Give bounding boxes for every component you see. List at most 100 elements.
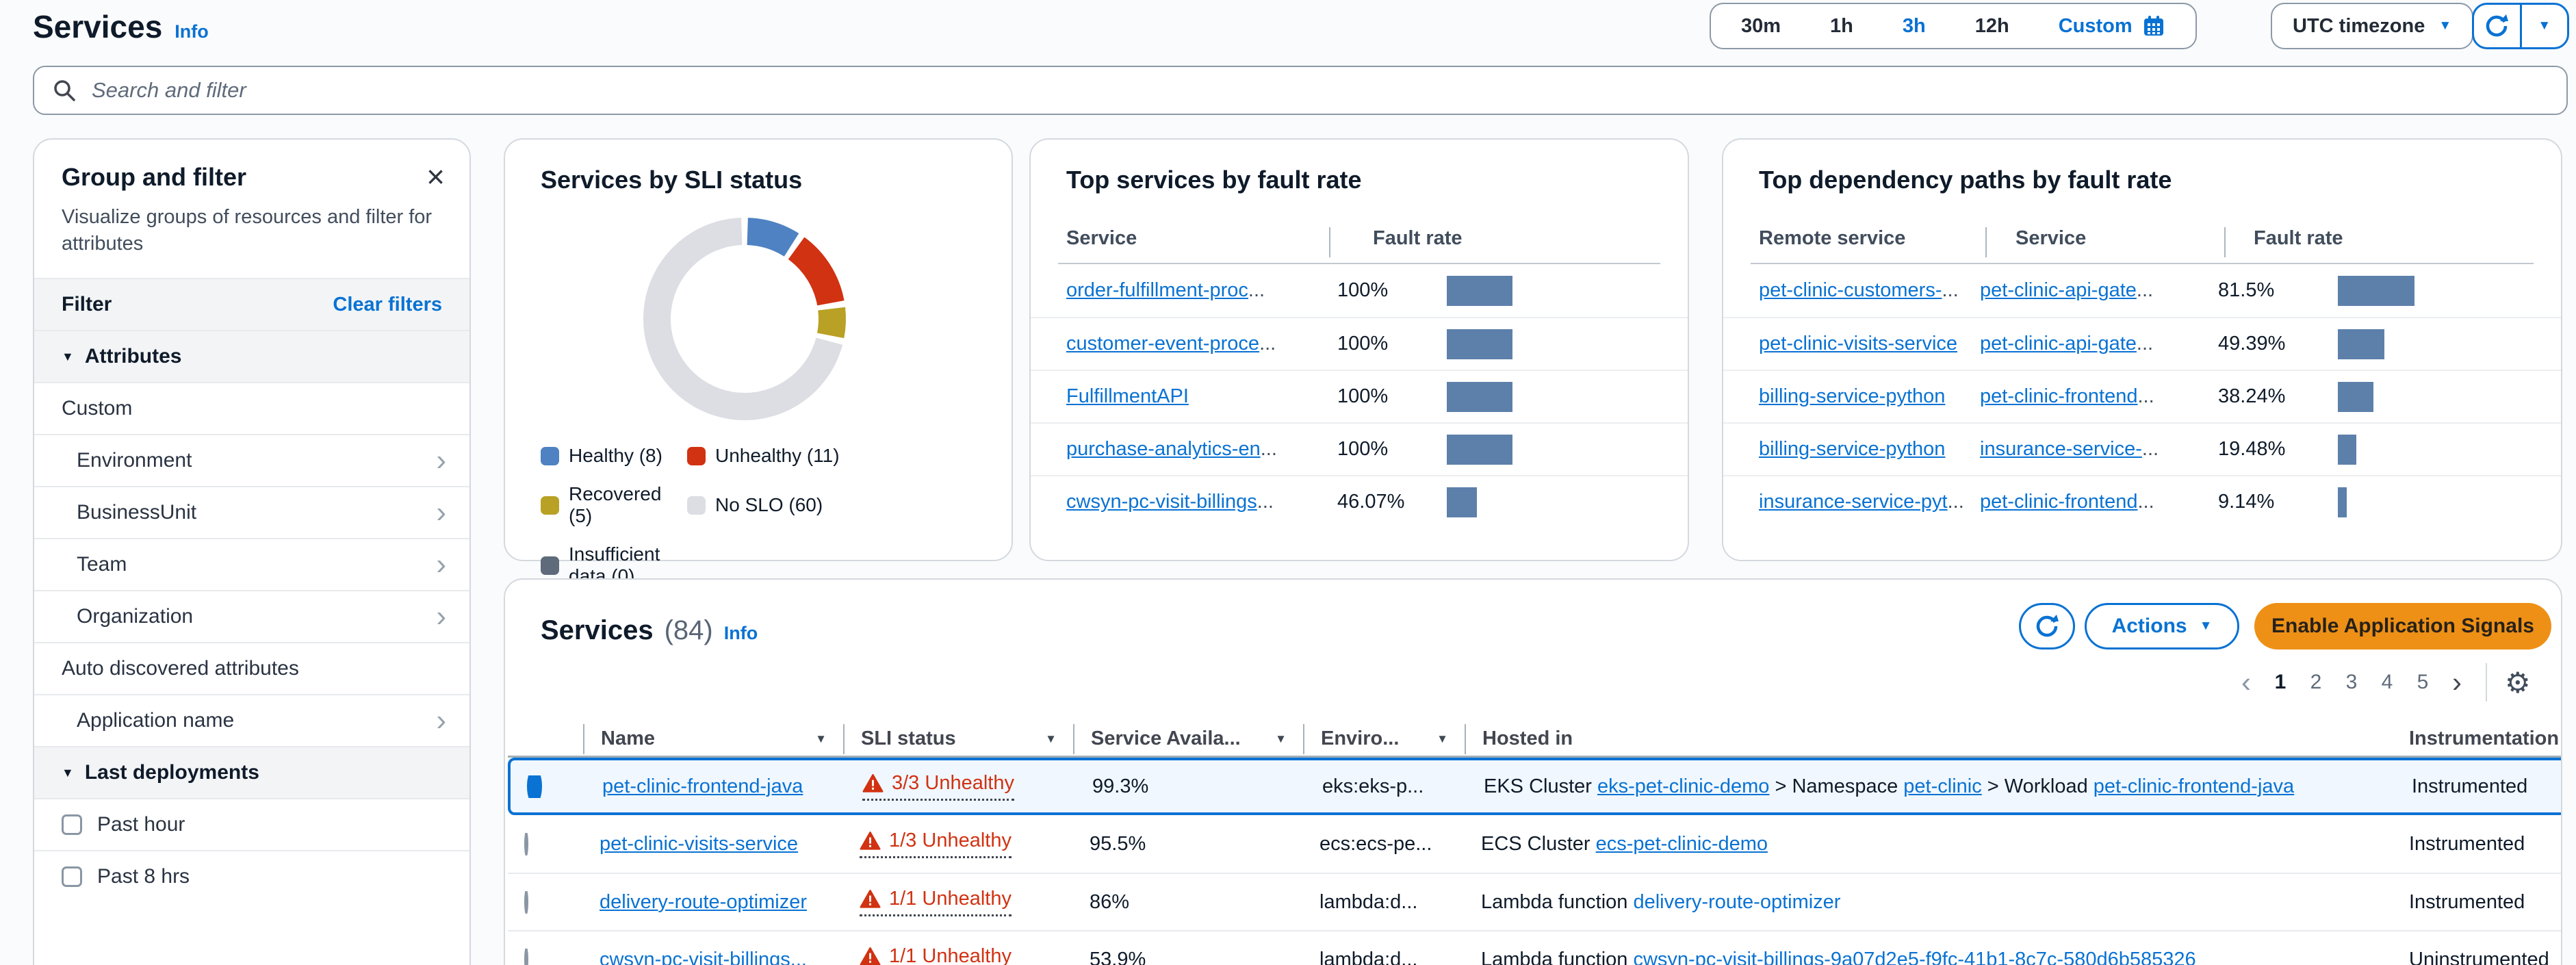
time-range-12h[interactable]: 12h bbox=[1974, 14, 2009, 37]
page-number-5[interactable]: 5 bbox=[2417, 671, 2429, 693]
donut-segment-healthy[interactable] bbox=[746, 218, 799, 257]
truncation-ellipsis: ... bbox=[1260, 438, 1277, 460]
service-link[interactable]: pet-clinic-api-gate bbox=[1980, 279, 2137, 301]
table-row[interactable]: delivery-route-optimizer 1/1 Unhealthy 86%… bbox=[508, 873, 2561, 930]
service-name-link[interactable]: pet-clinic-visits-service bbox=[600, 832, 799, 855]
remote-service-link[interactable]: insurance-service-pyt bbox=[1759, 491, 1948, 513]
service-link[interactable]: cwsyn-pc-visit-billings bbox=[1066, 491, 1257, 513]
page-number-4[interactable]: 4 bbox=[2381, 671, 2393, 693]
close-icon[interactable]: × bbox=[426, 159, 445, 194]
hosted-in-link[interactable]: ecs-pet-clinic-demo bbox=[1595, 832, 1768, 855]
clear-filters-link[interactable]: Clear filters bbox=[333, 293, 442, 316]
sidebar-item-businessunit[interactable]: BusinessUnit › bbox=[34, 486, 469, 538]
next-page-icon[interactable]: › bbox=[2452, 666, 2462, 698]
settings-gear-icon[interactable]: ⚙ bbox=[2505, 666, 2531, 699]
refresh-button[interactable] bbox=[2474, 5, 2520, 47]
row-radio-button[interactable] bbox=[524, 890, 528, 914]
donut-segment-recovered[interactable] bbox=[816, 307, 846, 339]
sli-status-badge[interactable]: 1/3 Unhealthy bbox=[860, 829, 1012, 858]
sidebar-section-attributes[interactable]: ▼ Attributes bbox=[34, 330, 469, 383]
page-number-2[interactable]: 2 bbox=[2310, 671, 2322, 693]
service-link[interactable]: pet-clinic-frontend bbox=[1980, 385, 2138, 407]
table-row[interactable]: cwsyn-pc-visit-billings... 1/1 Unhealthy 5… bbox=[508, 930, 2561, 965]
time-range-1h[interactable]: 1h bbox=[1830, 14, 1853, 37]
refresh-options-button[interactable]: ▼ bbox=[2519, 5, 2568, 47]
service-link[interactable]: purchase-analytics-en bbox=[1066, 438, 1261, 460]
table-row: cwsyn-pc-visit-billings... 46.07% bbox=[1031, 475, 1688, 528]
hosted-in-link[interactable]: eks-pet-clinic-demo bbox=[1597, 775, 1770, 797]
column-filter-icon[interactable]: ▼ bbox=[1045, 732, 1057, 745]
checkbox[interactable] bbox=[62, 866, 82, 888]
sli-status-badge[interactable]: 1/1 Unhealthy bbox=[860, 888, 1012, 916]
actions-button[interactable]: Actions ▼ bbox=[2085, 603, 2239, 649]
checkbox[interactable] bbox=[62, 814, 82, 836]
table-row: billing-service-python insurance-service-… bbox=[1723, 422, 2561, 475]
remote-service-link[interactable]: pet-clinic-customers- bbox=[1759, 279, 1942, 301]
page-info-link[interactable]: Info bbox=[175, 21, 209, 42]
donut-segment-no-slo[interactable] bbox=[643, 218, 843, 420]
sli-donut-chart[interactable] bbox=[505, 198, 1014, 442]
sidebar-checkbox-row-past-8-hrs[interactable]: Past 8 hrs bbox=[34, 850, 469, 902]
time-range-30m[interactable]: 30m bbox=[1741, 14, 1781, 37]
hosted-in-text: EKS Cluster bbox=[1484, 775, 1597, 797]
sidebar-item-auto-discovered-attributes[interactable]: Auto discovered attributes bbox=[34, 642, 469, 694]
table-row[interactable]: pet-clinic-visits-service 1/3 Unhealthy 95… bbox=[508, 815, 2561, 873]
column-filter-icon[interactable]: ▼ bbox=[815, 732, 827, 745]
services-info-link[interactable]: Info bbox=[723, 623, 758, 643]
row-radio-button[interactable] bbox=[524, 832, 528, 855]
sidebar-item-environment[interactable]: Environment › bbox=[34, 434, 469, 486]
column-filter-icon[interactable]: ▼ bbox=[1275, 732, 1287, 745]
availability-cell: 86% bbox=[1090, 890, 1130, 913]
hosted-in-link[interactable]: pet-clinic-frontend-java bbox=[2093, 775, 2295, 797]
donut-segment-unhealthy[interactable] bbox=[788, 237, 845, 306]
service-link[interactable]: insurance-service- bbox=[1980, 438, 2142, 460]
legend-item-recovered[interactable]: Recovered (5) bbox=[541, 483, 687, 527]
column-filter-icon[interactable]: ▼ bbox=[1437, 732, 1448, 745]
sidebar-item-team[interactable]: Team › bbox=[34, 538, 469, 590]
row-radio-button[interactable] bbox=[527, 775, 542, 798]
time-range-custom[interactable]: Custom bbox=[2034, 14, 2190, 38]
previous-page-icon[interactable]: ‹ bbox=[2241, 666, 2251, 698]
service-link[interactable]: pet-clinic-api-gate bbox=[1980, 333, 2137, 355]
remote-service-link[interactable]: billing-service-python bbox=[1759, 438, 1946, 460]
sli-status-card: Services by SLI status Healthy (8) Unheal… bbox=[504, 138, 1014, 587]
service-link[interactable]: FulfillmentAPI bbox=[1066, 385, 1189, 407]
remote-service-link[interactable]: pet-clinic-visits-service bbox=[1759, 333, 1958, 355]
page-number-1[interactable]: 1 bbox=[2274, 671, 2287, 693]
chevron-right-icon: › bbox=[436, 496, 446, 530]
time-range-3h[interactable]: 3h bbox=[1902, 14, 1926, 37]
legend-item-healthy[interactable]: Healthy (8) bbox=[541, 445, 687, 467]
service-link[interactable]: pet-clinic-frontend bbox=[1980, 491, 2138, 513]
legend-item-no[interactable]: No SLO (60) bbox=[687, 483, 840, 527]
sli-status-badge[interactable]: 1/1 Unhealthy bbox=[860, 945, 1012, 965]
row-radio-button[interactable] bbox=[524, 948, 528, 965]
sidebar-item-application-name[interactable]: Application name › bbox=[34, 694, 469, 746]
search-bar[interactable] bbox=[33, 66, 2568, 115]
service-name-link[interactable]: cwsyn-pc-visit-billings... bbox=[600, 948, 807, 965]
timezone-dropdown[interactable]: UTC timezone ▼ bbox=[2271, 3, 2474, 49]
hosted-in-link[interactable]: cwsyn-pc-visit-billings-9a07d2e5-f9fc-41… bbox=[1633, 948, 2196, 965]
remote-service-link[interactable]: billing-service-python bbox=[1759, 385, 1946, 407]
truncation-ellipsis: ... bbox=[2136, 333, 2154, 355]
sidebar-item-custom[interactable]: Custom bbox=[34, 382, 469, 434]
sli-status-badge[interactable]: 3/3 Unhealthy bbox=[862, 772, 1014, 801]
hosted-in-link[interactable]: pet-clinic bbox=[1903, 775, 1982, 797]
sidebar-item-organization[interactable]: Organization › bbox=[34, 590, 469, 642]
page-number-3[interactable]: 3 bbox=[2345, 671, 2358, 693]
search-input[interactable] bbox=[92, 78, 2549, 103]
service-link[interactable]: order-fulfillment-proc bbox=[1066, 279, 1248, 301]
service-name-link[interactable]: pet-clinic-frontend-java bbox=[602, 775, 803, 797]
enable-application-signals-button[interactable]: Enable Application Signals bbox=[2254, 603, 2551, 649]
table-refresh-button[interactable] bbox=[2019, 603, 2075, 649]
hosted-in-link[interactable]: delivery-route-optimizer bbox=[1633, 890, 1841, 913]
sidebar-section-last-deployments[interactable]: ▼ Last deployments bbox=[34, 746, 469, 799]
legend-color-chip bbox=[541, 446, 559, 465]
service-cell: FulfillmentAPI bbox=[1031, 385, 1337, 408]
legend-item-unhealthy[interactable]: Unhealthy (11) bbox=[687, 445, 840, 467]
service-name-link[interactable]: delivery-route-optimizer bbox=[600, 890, 807, 913]
hosted-in-text: Lambda function bbox=[1481, 890, 1634, 913]
top-paths-header: Remote service Service Fault rate bbox=[1723, 224, 2561, 257]
sidebar-checkbox-row-past-hour[interactable]: Past hour bbox=[34, 798, 469, 850]
service-link[interactable]: customer-event-proce bbox=[1066, 333, 1260, 355]
table-row[interactable]: pet-clinic-frontend-java 3/3 Unhealthy 99.… bbox=[508, 758, 2561, 815]
